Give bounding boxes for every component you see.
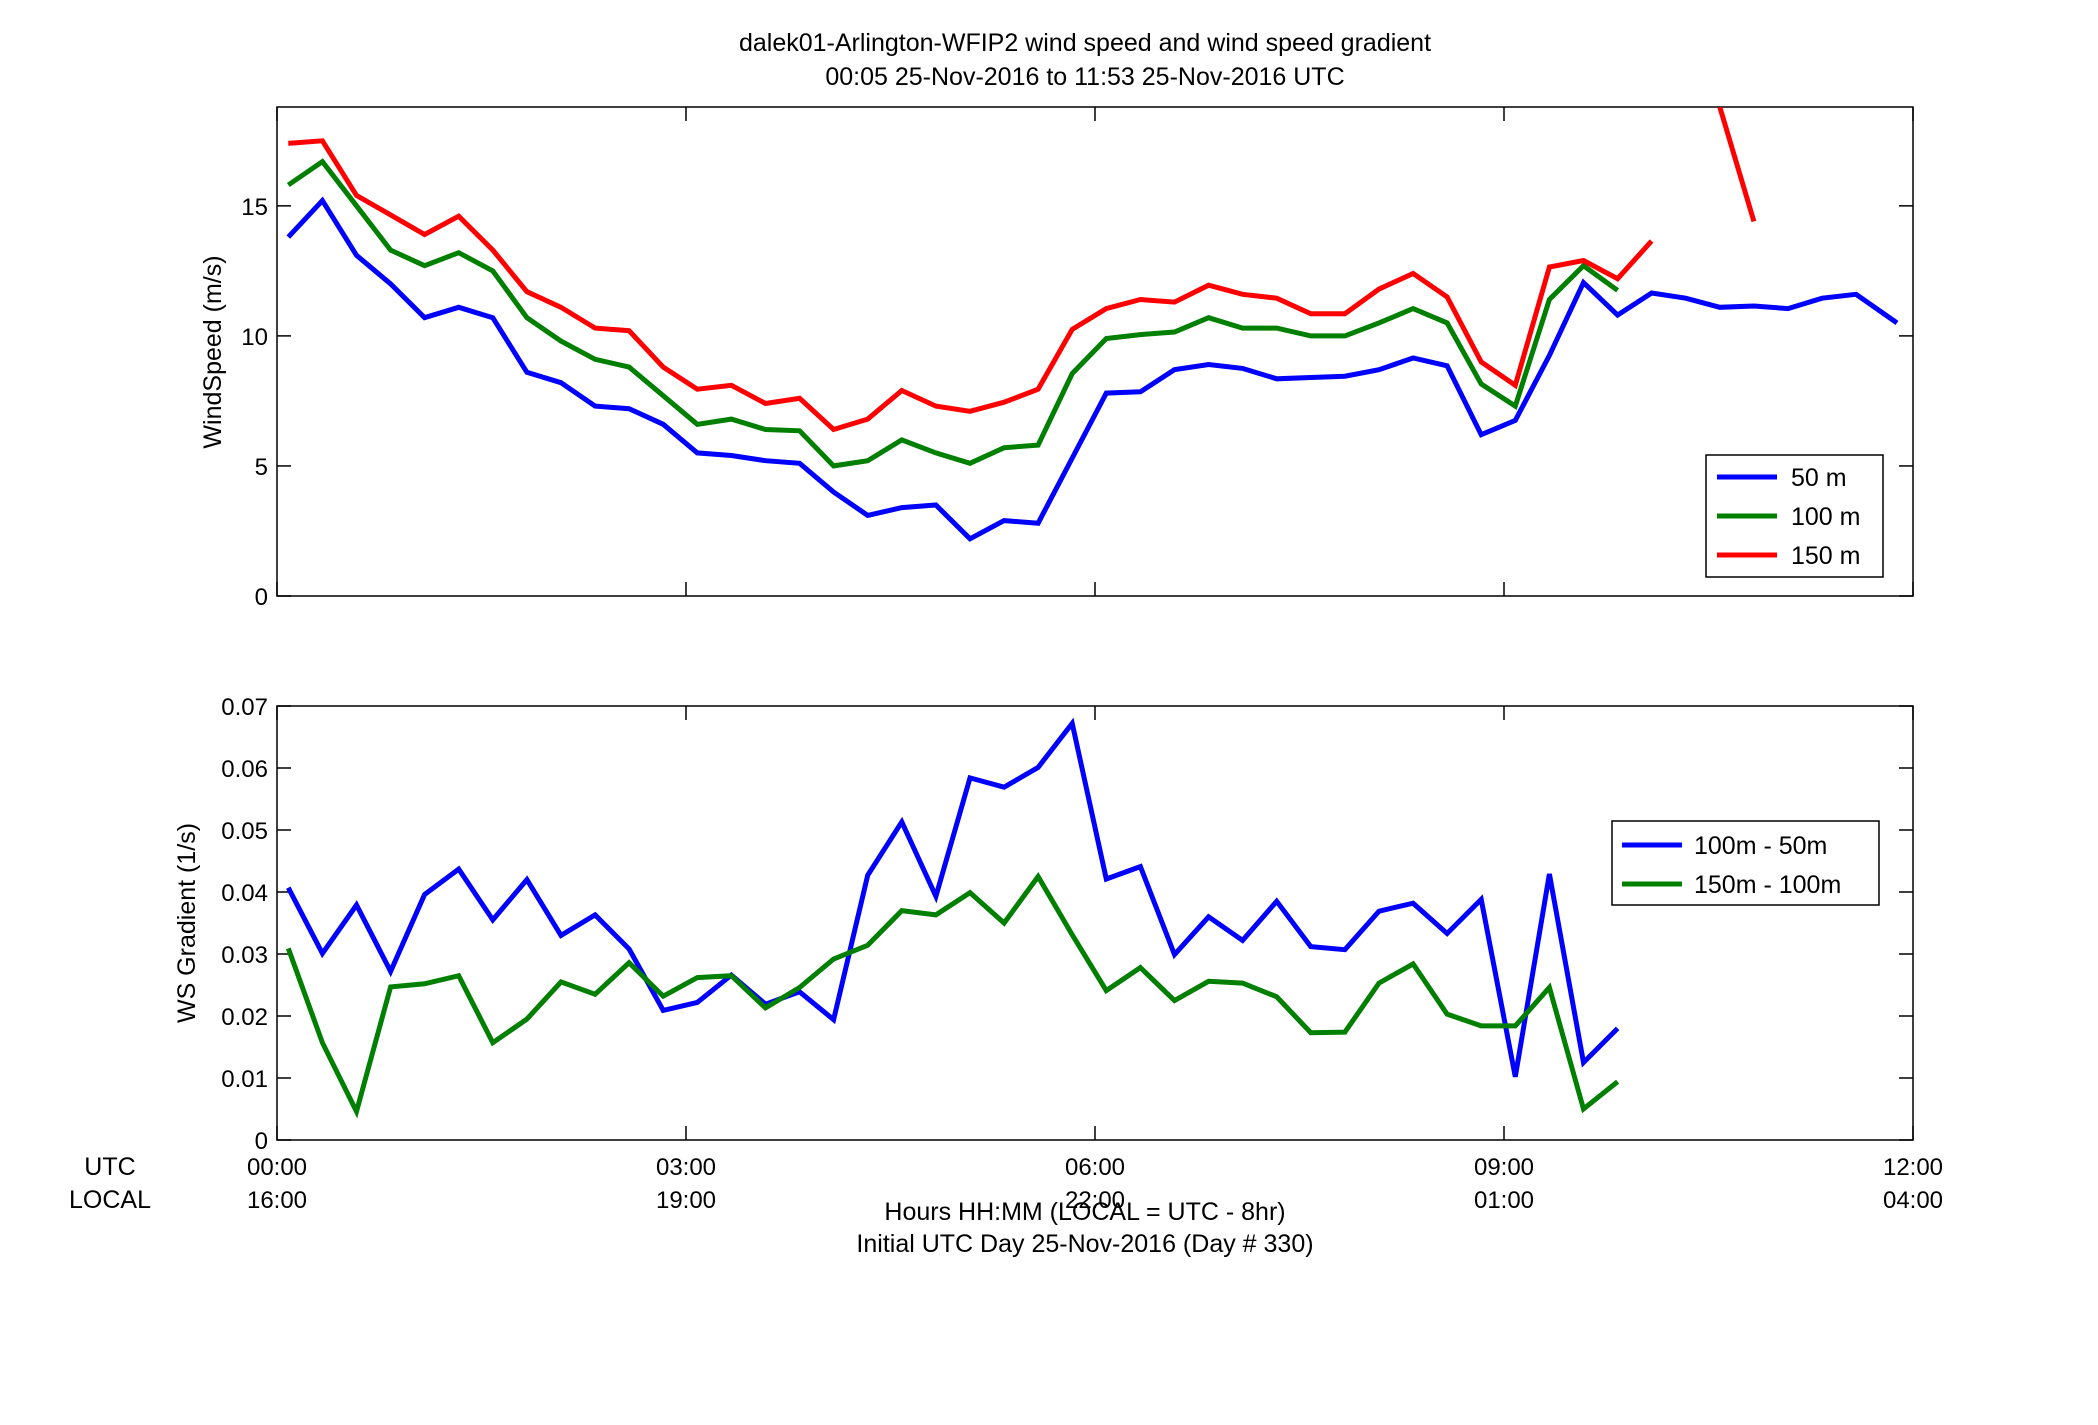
local-tick-label: 04:00 [1883,1187,1943,1214]
legend-label-100m-50m: 100m - 50m [1694,832,1827,860]
utc-tick-label: 00:00 [247,1154,307,1181]
utc-tick-label: 06:00 [1065,1154,1125,1181]
x-axis-label-line2: Initial UTC Day 25-Nov-2016 (Day # 330) [856,1230,1313,1258]
gradient-panel: 0 0.01 0.02 0.03 0.04 0.05 0.06 0.07 WS Gradien… [173,694,1914,1155]
gradient-series-150m-100m [285,871,1620,1119]
x-tick-labels: 00:00 16:00 03:00 19:00 06:00 22:00 09:00 01:00… [247,1154,1943,1214]
gradient-ytick-label: 0.02 [221,1004,268,1031]
utc-tick-label: 03:00 [656,1154,716,1181]
gradient-ytick-label: 0.06 [221,756,268,783]
chart-title-line2: 00:05 25-Nov-2016 to 11:53 25-Nov-2016 U… [825,63,1344,91]
gradient-ylabel: WS Gradient (1/s) [173,823,201,1023]
local-tick-label: 19:00 [656,1187,716,1214]
gradient-ytick-label: 0 [255,1128,268,1155]
local-tick-label: 01:00 [1474,1187,1534,1214]
gradient-lines [285,717,1620,1119]
gradient-ticks: 0 0.01 0.02 0.03 0.04 0.05 0.06 0.07 [221,694,1914,1155]
wind-speed-ytick-label: 15 [241,194,268,221]
gradient-series-100m-50m [286,717,1620,1078]
local-tick-label: 16:00 [247,1187,307,1214]
gradient-ytick-label: 0.07 [221,694,268,721]
wind-speed-ticks: 0 5 10 15 [241,107,1914,611]
wind-speed-lines [286,107,1899,542]
gradient-axes-box [276,705,1914,1141]
gradient-ytick-label: 0.01 [221,1066,268,1093]
legend-label-100m: 100 m [1791,503,1860,531]
wind-speed-legend: 50 m 100 m 150 m [1705,454,1884,578]
chart-title-line1: dalek01-Arlington-WFIP2 wind speed and w… [739,29,1431,57]
gradient-legend: 100m - 50m 150m - 100m [1611,820,1880,906]
wind-speed-series-50-m [286,196,1899,542]
gradient-ytick-label: 0.03 [221,942,268,969]
wind-speed-series-150-m [288,107,1757,433]
gradient-legend-box [1611,820,1880,906]
gradient-ytick-label: 0.05 [221,818,268,845]
wind-speed-ytick-label: 10 [241,324,268,351]
gradient-ytick-label: 0.04 [221,880,268,907]
legend-label-150m: 150 m [1791,542,1860,570]
utc-tick-label: 09:00 [1474,1154,1534,1181]
wind-speed-ytick-label: 5 [255,454,268,481]
utc-row-label: UTC [84,1153,135,1181]
legend-label-150m-100m: 150m - 100m [1694,871,1841,899]
utc-tick-label: 12:00 [1883,1154,1943,1181]
wind-speed-ytick-label: 0 [255,584,268,611]
wind-speed-panel: 0 5 10 15 WindSpeed (m/s) 50 m 100 m 150 m [199,106,1914,611]
local-row-label: LOCAL [69,1186,151,1214]
wind-speed-series-100-m [286,158,1620,469]
x-axis-label-line1: Hours HH:MM (LOCAL = UTC - 8hr) [884,1198,1285,1226]
wind-speed-ylabel: WindSpeed (m/s) [199,255,227,448]
legend-label-50m: 50 m [1791,464,1847,492]
local-tick-label: 22:00 [1065,1187,1125,1214]
